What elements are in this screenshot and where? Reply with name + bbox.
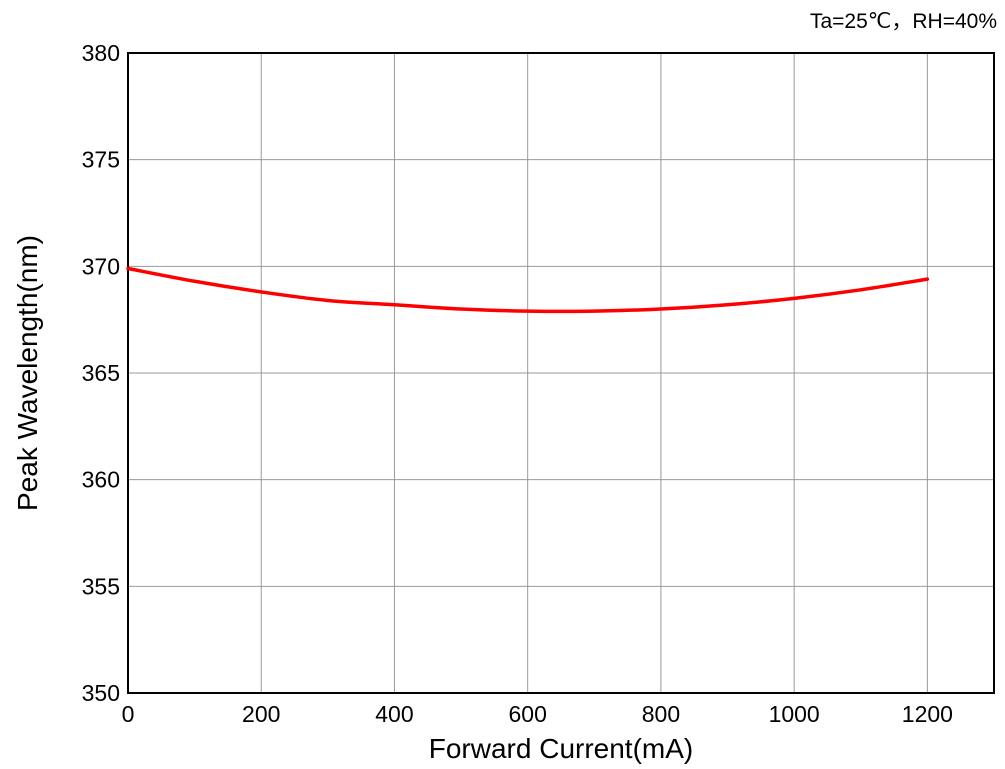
y-tick-label: 375 (82, 147, 120, 173)
y-tick-labels: 350 355 360 365 370 375 380 (82, 40, 120, 706)
y-axis-title: Peak Wavelength(nm) (12, 235, 43, 511)
y-tick-label: 370 (82, 253, 120, 279)
x-tick-label: 1200 (902, 701, 953, 727)
x-tick-label: 1000 (769, 701, 820, 727)
x-tick-label: 200 (242, 701, 280, 727)
y-tick-label: 355 (82, 573, 120, 599)
y-tick-label: 380 (82, 40, 120, 66)
y-tick-label: 350 (82, 680, 120, 706)
plot-area-border (127, 52, 995, 694)
x-tick-labels: 0 200 400 600 800 1000 1200 (122, 701, 953, 727)
x-tick-label: 400 (375, 701, 413, 727)
x-tick-label: 800 (642, 701, 680, 727)
x-axis-title: Forward Current(mA) (429, 733, 693, 764)
y-tick-label: 360 (82, 467, 120, 493)
x-tick-label: 600 (509, 701, 547, 727)
series-group (126, 266, 930, 314)
x-tick-label: 0 (122, 701, 135, 727)
y-tick-label: 365 (82, 360, 120, 386)
test-condition-label: Ta=25℃，RH=40% (810, 10, 997, 33)
grid-lines (127, 52, 994, 694)
